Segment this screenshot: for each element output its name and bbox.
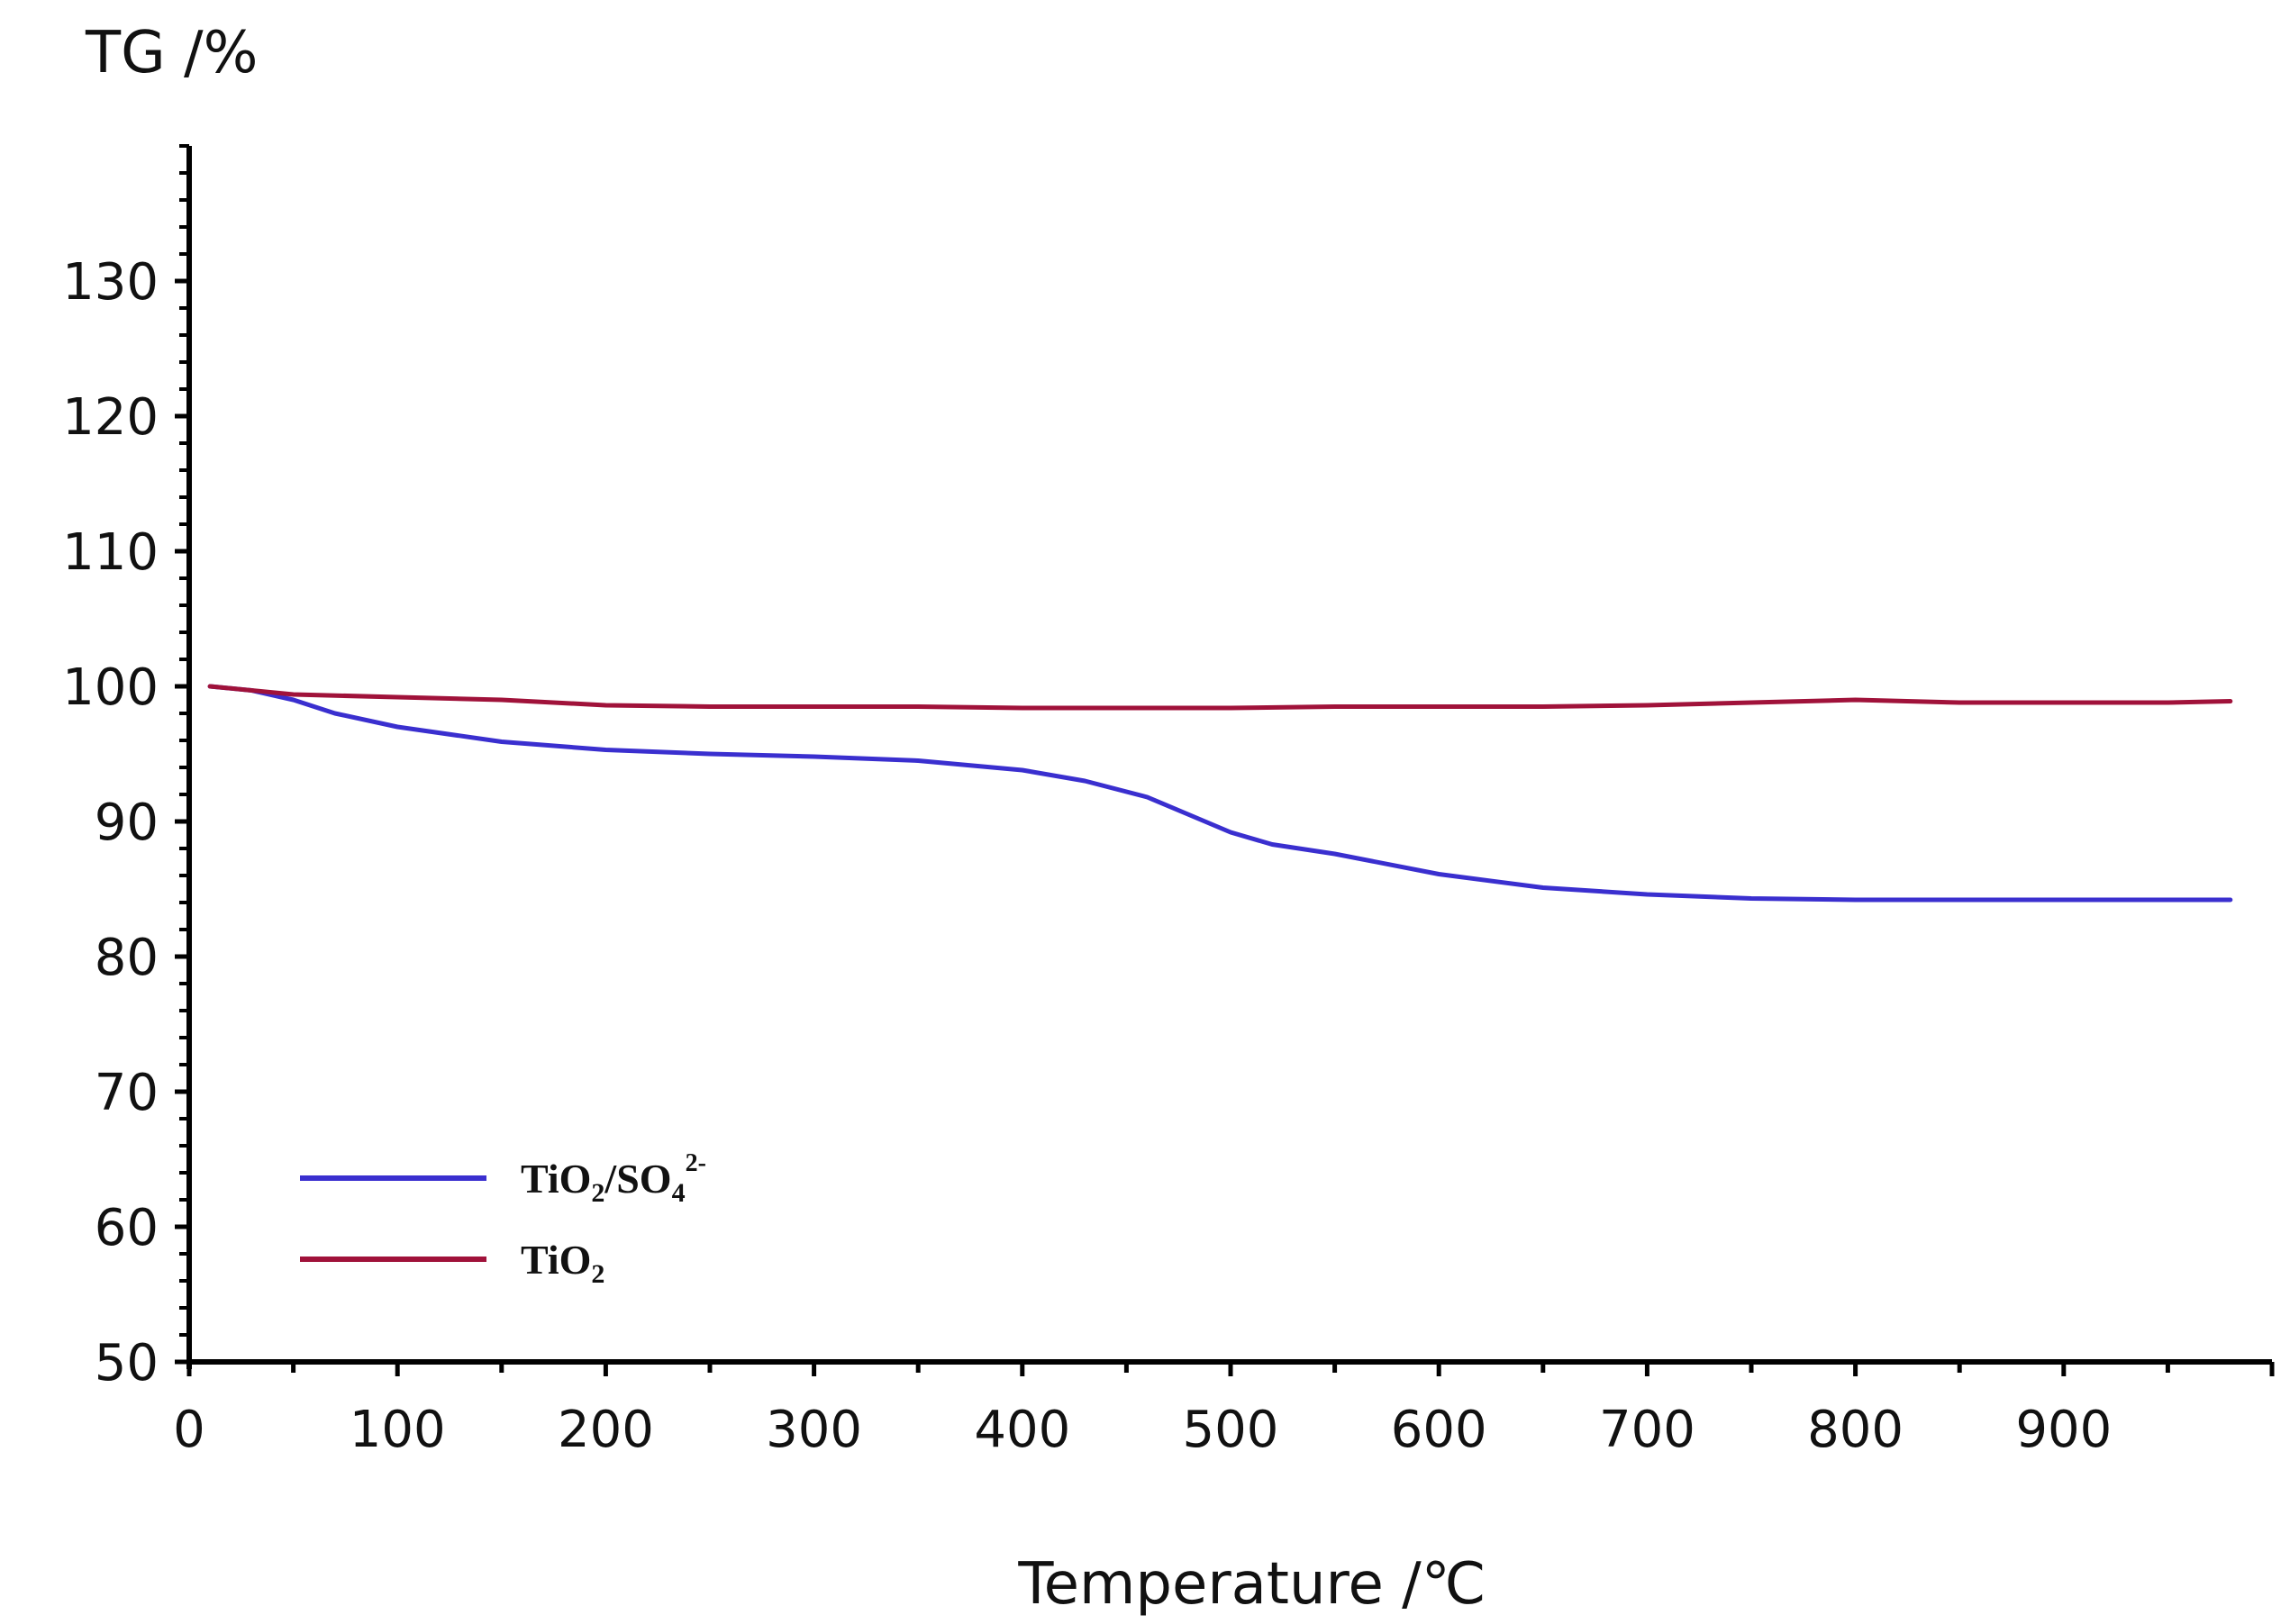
y-tick-label: 70 bbox=[95, 1064, 159, 1122]
axes: 50 60 70 80 90 100 110 120 130 0 100 200 300 400 500 60… bbox=[62, 144, 2275, 1459]
y-tick-label: 110 bbox=[62, 523, 159, 582]
x-tick-label: 200 bbox=[558, 1401, 654, 1459]
legend: TiO2/SO42- TiO2 bbox=[300, 1149, 706, 1289]
y-tick-label: 130 bbox=[62, 253, 159, 312]
x-tick-label: 400 bbox=[974, 1401, 1070, 1459]
x-tick-label: 100 bbox=[350, 1401, 446, 1459]
series-line-0 bbox=[207, 684, 2233, 903]
series-layer bbox=[207, 684, 2233, 903]
x-tick-label: 600 bbox=[1391, 1401, 1487, 1459]
y-axis-title: TG /% bbox=[85, 20, 258, 86]
x-tick-label: 900 bbox=[2015, 1401, 2112, 1459]
y-tick-label: 120 bbox=[62, 388, 159, 447]
x-tick-label: 800 bbox=[1807, 1401, 1904, 1459]
x-tick-label: 300 bbox=[766, 1401, 862, 1459]
legend-label-1: TiO2 bbox=[521, 1237, 604, 1289]
series-line-1 bbox=[207, 684, 2233, 711]
x-tick-label: 500 bbox=[1183, 1401, 1279, 1459]
y-tick-label: 100 bbox=[62, 658, 159, 717]
y-tick-label: 60 bbox=[95, 1199, 159, 1257]
x-axis-title: Temperature /℃ bbox=[1017, 1551, 1486, 1618]
y-tick-label: 50 bbox=[95, 1334, 159, 1393]
y-tick-label: 80 bbox=[95, 929, 159, 987]
legend-label-0: TiO2/SO42- bbox=[521, 1149, 706, 1208]
y-tick-label: 90 bbox=[95, 794, 159, 852]
x-tick-label: 0 bbox=[173, 1401, 205, 1459]
x-tick-label: 700 bbox=[1599, 1401, 1695, 1459]
